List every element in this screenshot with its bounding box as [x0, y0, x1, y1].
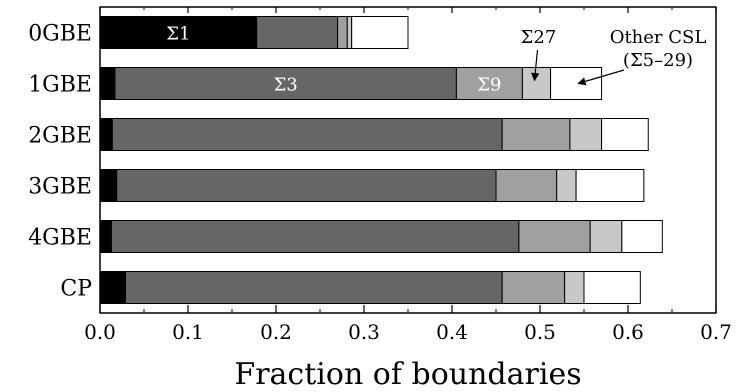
category-label-cp: CP: [60, 277, 92, 302]
annotation-other-csl-arrow: [577, 69, 625, 86]
annotation-other-csl-range: (Σ5–29): [623, 50, 693, 71]
ticks-layer: 0.0 0.1 0.2 0.3 0.4 0.5 0.6 0.7: [84, 7, 732, 344]
bar-segment-0gbe-4: [351, 16, 409, 49]
x-tick-label-2: 0.2: [260, 320, 292, 344]
x-tick-label-1: 0.1: [172, 320, 204, 344]
bar-segment-2gbe-2: [501, 118, 571, 151]
segment-label-1: Σ3: [274, 75, 298, 96]
bar-segment-1gbe-4: [550, 67, 603, 100]
bar-segment-cp-4: [583, 271, 641, 304]
bar-segment-0gbe-2: [337, 16, 348, 49]
bar-segment-0gbe-1: [256, 16, 339, 49]
x-tick-label-3: 0.3: [348, 320, 380, 344]
category-label-2gbe: 2GBE: [28, 124, 92, 149]
bars-layer: [99, 16, 663, 304]
segment-label-2: Σ9: [477, 75, 501, 96]
bar-segment-1gbe-3: [521, 67, 552, 100]
annotation-sigma27-arrow: [531, 49, 540, 82]
bar-segment-2gbe-1: [111, 118, 503, 151]
category-label-1gbe: 1GBE: [28, 73, 92, 98]
bar-segment-4gbe-3: [589, 220, 623, 253]
bar-segment-0gbe-3: [346, 16, 353, 49]
bar-segment-cp-2: [501, 271, 566, 304]
category-label-4gbe: 4GBE: [28, 226, 92, 251]
x-tick-label-4: 0.4: [436, 320, 468, 344]
bar-segment-2gbe-4: [601, 118, 649, 151]
bar-segment-cp-3: [564, 271, 585, 304]
bar-segment-4gbe-4: [621, 220, 663, 253]
bar-segment-3gbe-3: [556, 169, 577, 202]
annotation-other-csl: Other CSL: [610, 27, 707, 48]
x-tick-label-6: 0.6: [612, 320, 644, 344]
segment-label-0: Σ1: [166, 24, 190, 45]
x-tick-label-7: 0.7: [700, 320, 732, 344]
annotations-layer: Σ27 Other CSL(Σ5–29): [521, 27, 707, 86]
bar-segment-4gbe-1: [110, 220, 520, 253]
bar-segment-3gbe-1: [116, 169, 497, 202]
bar-segment-1gbe-1: [114, 67, 457, 100]
x-tick-label-0: 0.0: [84, 320, 116, 344]
category-label-0gbe: 0GBE: [28, 22, 92, 47]
x-axis-title: Fraction of boundaries: [234, 357, 581, 392]
category-label-3gbe: 3GBE: [28, 175, 92, 200]
bar-segment-3gbe-2: [495, 169, 558, 202]
bar-segment-0gbe-0: [99, 16, 258, 49]
bar-segment-cp-1: [125, 271, 503, 304]
annotation-sigma27: Σ27: [521, 27, 557, 48]
bar-segment-3gbe-4: [575, 169, 645, 202]
labels-layer: 0GBE 1GBE 2GBE 3GBE 4GBE CP Σ1 Σ3 Σ9: [28, 22, 501, 302]
bar-segment-4gbe-2: [518, 220, 591, 253]
x-tick-label-5: 0.5: [524, 320, 556, 344]
bar-segment-2gbe-3: [569, 118, 603, 151]
